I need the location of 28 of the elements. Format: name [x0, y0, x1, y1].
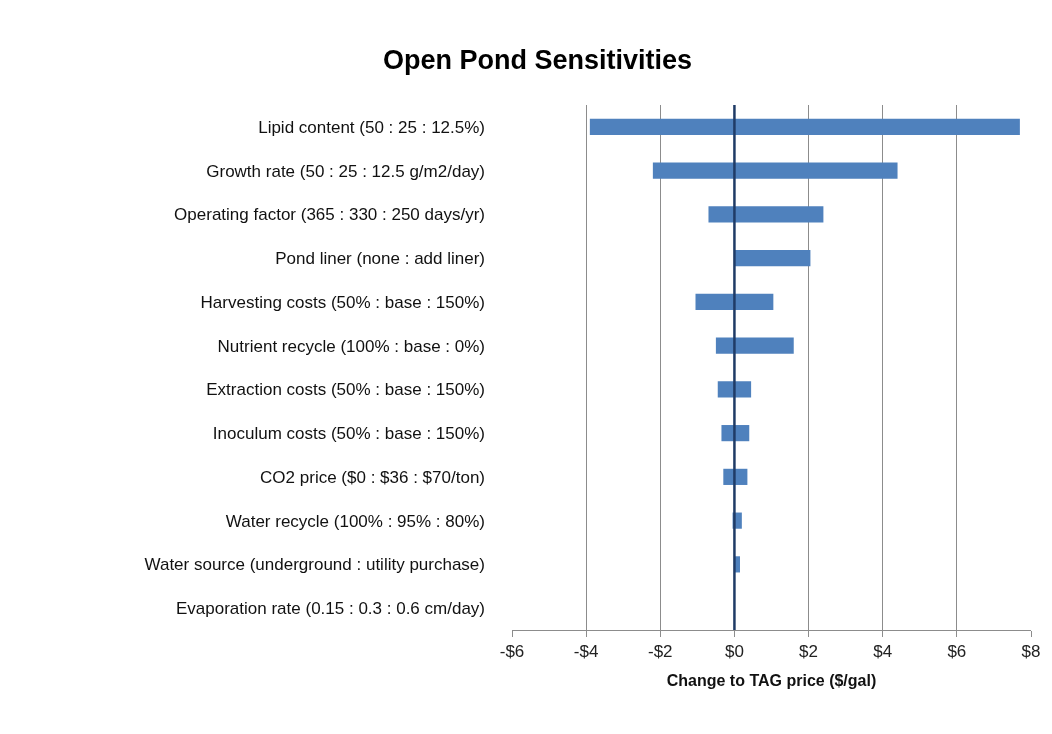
y-tick-label: Harvesting costs (50% : base : 150%)	[200, 292, 485, 312]
x-axis-title: Change to TAG price ($/gal)	[666, 672, 877, 690]
x-tick-label: -$6	[499, 642, 525, 662]
y-tick-label: Water recycle (100% : 95% : 80%)	[225, 511, 485, 531]
y-tick-label: Lipid content (50 : 25 : 12.5%)	[258, 117, 485, 137]
y-tick-label: Inoculum costs (50% : base : 150%)	[212, 424, 485, 444]
bar	[589, 118, 1020, 135]
chart-title: Open Pond Sensitivities	[383, 45, 693, 76]
y-tick-label: Growth rate (50 : 25 : 12.5 g/m2/day)	[206, 161, 485, 181]
y-tick-label: Pond liner (none : add liner)	[275, 249, 485, 269]
y-tick-label: Extraction costs (50% : base : 150%)	[206, 380, 485, 400]
y-tick-label: Nutrient recycle (100% : base : 0%)	[217, 336, 485, 356]
bar	[715, 337, 794, 354]
x-tick-label: -$2	[648, 642, 673, 662]
bar	[708, 206, 824, 223]
y-tick-label: Evaporation rate (0.15 : 0.3 : 0.6 cm/day)	[176, 599, 485, 619]
bar	[652, 162, 898, 179]
bar	[695, 293, 774, 310]
bar	[734, 250, 811, 267]
x-tick-label: $0	[724, 642, 744, 662]
x-tick-label: -$4	[573, 642, 599, 662]
y-tick-label: Operating factor (365 : 330 : 250 days/yr)	[174, 205, 485, 225]
x-tick-label: $4	[873, 642, 893, 662]
x-tick-label: $6	[947, 642, 967, 662]
x-tick-label: $2	[799, 642, 819, 662]
y-tick-label: CO2 price ($0 : $36 : $70/ton)	[260, 467, 485, 487]
x-tick-label: $8	[1021, 642, 1041, 662]
y-tick-label: Water source (underground : utility purchase)	[144, 555, 485, 575]
